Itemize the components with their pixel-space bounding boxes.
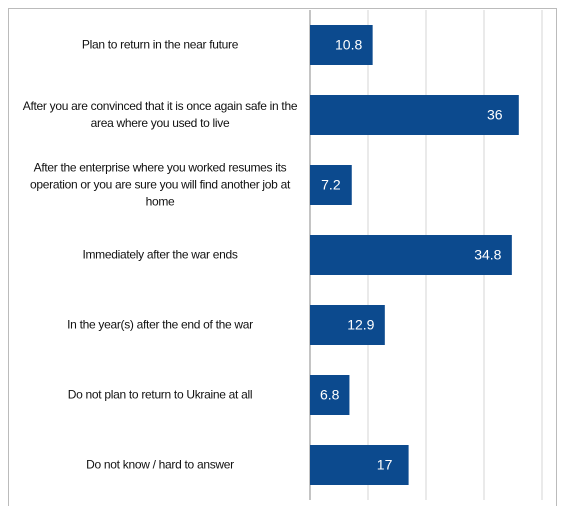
category-label: Plan to return in the near future	[81, 37, 239, 52]
bar	[310, 375, 350, 415]
frame	[8, 8, 557, 506]
value-label: 36	[487, 107, 503, 123]
category-label: After the enterprise where you worked re…	[30, 160, 290, 209]
category-label: Immediately after the war ends	[82, 247, 238, 262]
category-label: In the year(s) after the end of the war	[67, 317, 253, 332]
value-label: 17	[377, 457, 393, 473]
bar	[310, 445, 409, 485]
value-label: 34.8	[474, 247, 501, 263]
value-label: 10.8	[335, 37, 362, 53]
value-label: 12.9	[347, 317, 374, 333]
bar	[310, 165, 352, 205]
bar	[310, 25, 373, 65]
bar	[310, 305, 385, 345]
bar	[310, 235, 512, 275]
category-label: Do not know / hard to answer	[86, 457, 234, 472]
category-label: Do not plan to return to Ukraine at all	[67, 387, 253, 402]
value-label: 6.8	[320, 387, 340, 403]
category-label: After you are convinced that it is once …	[22, 99, 298, 130]
value-label: 7.2	[321, 177, 341, 193]
bar	[310, 95, 519, 135]
